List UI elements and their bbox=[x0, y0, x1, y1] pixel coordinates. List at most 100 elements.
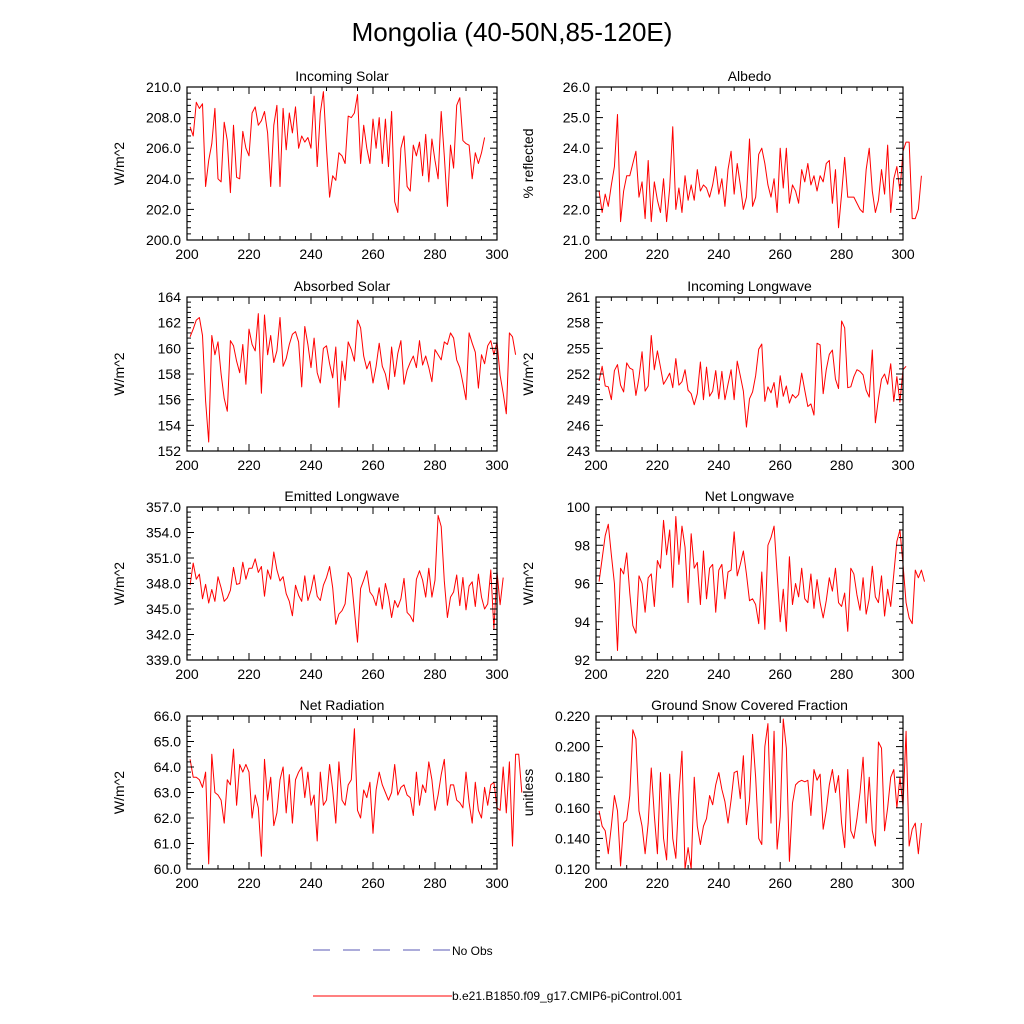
x-tick-label: 200 bbox=[584, 246, 608, 262]
y-tick-label: 152 bbox=[158, 443, 182, 459]
x-tick-label: 280 bbox=[423, 457, 447, 473]
panel-5: Emitted Longwave W/m^2 200 220 240 260 280 300 3… bbox=[111, 488, 509, 682]
y-tick-label: 0.160 bbox=[555, 800, 590, 816]
y-tick-label: 61.0 bbox=[154, 836, 181, 852]
series-line bbox=[598, 114, 922, 229]
y-tick-label: 23.0 bbox=[563, 171, 590, 187]
x-tick-label: 260 bbox=[361, 666, 385, 682]
panel-title: Net Radiation bbox=[300, 697, 385, 713]
y-axis-label: W/m^2 bbox=[111, 352, 127, 395]
panel-title: Absorbed Solar bbox=[294, 278, 391, 294]
panel-title: Incoming Longwave bbox=[687, 278, 812, 294]
x-tick-label: 300 bbox=[485, 666, 509, 682]
y-tick-label: 0.180 bbox=[555, 769, 590, 785]
y-tick-label: 24.0 bbox=[563, 140, 590, 156]
x-tick-label: 260 bbox=[769, 875, 793, 891]
x-tick-label: 300 bbox=[891, 246, 915, 262]
panel-4: Incoming Longwave W/m^2 200 220 240 260 280 300… bbox=[520, 278, 915, 473]
y-tick-label: 243 bbox=[567, 443, 591, 459]
y-axis-label: W/m^2 bbox=[520, 352, 536, 395]
x-tick-label: 240 bbox=[299, 875, 323, 891]
y-axis-label: unitless bbox=[520, 769, 536, 816]
y-tick-label: 246 bbox=[567, 417, 591, 433]
y-tick-label: 158 bbox=[158, 366, 182, 382]
panel-8: Ground Snow Covered Fraction unitless 200 2… bbox=[520, 697, 922, 891]
y-tick-label: 249 bbox=[567, 392, 591, 408]
series-line bbox=[189, 515, 504, 643]
x-tick-label: 260 bbox=[361, 246, 385, 262]
y-tick-label: 96 bbox=[574, 576, 590, 592]
y-tick-label: 0.220 bbox=[555, 708, 590, 724]
y-tick-label: 0.140 bbox=[555, 830, 590, 846]
x-tick-label: 200 bbox=[584, 875, 608, 891]
x-tick-label: 280 bbox=[423, 666, 447, 682]
x-tick-label: 260 bbox=[361, 457, 385, 473]
series-line bbox=[598, 516, 925, 651]
y-tick-label: 252 bbox=[567, 366, 591, 382]
panel-title: Net Longwave bbox=[705, 488, 795, 504]
panel-2: Albedo % reflected 200 220 240 260 280 300 21.0 2… bbox=[520, 68, 922, 262]
legend-model-label: b.e21.B1850.f09_g17.CMIP6-piControl.001 bbox=[452, 989, 682, 1003]
y-tick-label: 62.0 bbox=[154, 810, 181, 826]
x-tick-label: 200 bbox=[175, 666, 199, 682]
plot-frame bbox=[186, 86, 498, 241]
x-tick-label: 280 bbox=[423, 246, 447, 262]
x-tick-label: 300 bbox=[891, 875, 915, 891]
plot-frame bbox=[595, 86, 904, 241]
x-tick-label: 300 bbox=[485, 457, 509, 473]
series-line bbox=[189, 728, 523, 865]
series-line bbox=[598, 718, 922, 870]
x-tick-label: 220 bbox=[237, 666, 261, 682]
y-tick-label: 160 bbox=[158, 340, 182, 356]
x-tick-label: 220 bbox=[237, 457, 261, 473]
figure-title: Mongolia (40-50N,85-120E) bbox=[352, 17, 673, 47]
x-tick-label: 240 bbox=[707, 457, 731, 473]
panel-title: Incoming Solar bbox=[295, 68, 389, 84]
y-tick-label: 357.0 bbox=[146, 499, 181, 515]
x-tick-label: 220 bbox=[646, 246, 670, 262]
series-line bbox=[189, 313, 517, 443]
y-tick-label: 348.0 bbox=[146, 576, 181, 592]
y-tick-label: 0.200 bbox=[555, 739, 590, 755]
legend-obs-label: No Obs bbox=[452, 944, 493, 958]
x-tick-label: 280 bbox=[423, 875, 447, 891]
y-tick-label: 258 bbox=[567, 315, 591, 331]
y-axis-label: W/m^2 bbox=[520, 562, 536, 605]
x-tick-label: 240 bbox=[299, 246, 323, 262]
x-tick-label: 280 bbox=[830, 246, 854, 262]
y-tick-label: 339.0 bbox=[146, 652, 181, 668]
y-axis-label: W/m^2 bbox=[111, 142, 127, 185]
y-tick-label: 345.0 bbox=[146, 601, 181, 617]
y-tick-label: 354.0 bbox=[146, 525, 181, 541]
x-tick-label: 260 bbox=[769, 666, 793, 682]
panel-6: Net Longwave W/m^2 200 220 240 260 280 300 92 94 9… bbox=[520, 488, 925, 682]
x-tick-label: 300 bbox=[891, 457, 915, 473]
y-tick-label: 202.0 bbox=[146, 201, 181, 217]
y-tick-label: 206.0 bbox=[146, 140, 181, 156]
y-tick-label: 261 bbox=[567, 289, 591, 305]
y-tick-label: 60.0 bbox=[154, 861, 181, 877]
y-axis-label: W/m^2 bbox=[111, 771, 127, 814]
x-tick-label: 220 bbox=[237, 246, 261, 262]
panel-1: Incoming Solar W/m^2 200 220 240 260 280 300 200… bbox=[111, 68, 509, 262]
y-axis-label: W/m^2 bbox=[111, 562, 127, 605]
x-tick-label: 300 bbox=[485, 246, 509, 262]
y-tick-label: 98 bbox=[574, 537, 590, 553]
x-tick-label: 280 bbox=[830, 666, 854, 682]
y-tick-label: 21.0 bbox=[563, 232, 590, 248]
panel-title: Ground Snow Covered Fraction bbox=[651, 697, 848, 713]
panel-title: Albedo bbox=[728, 68, 772, 84]
y-tick-label: 162 bbox=[158, 315, 182, 331]
x-tick-label: 280 bbox=[830, 457, 854, 473]
x-tick-label: 200 bbox=[584, 457, 608, 473]
plot-frame bbox=[186, 296, 498, 452]
y-tick-label: 255 bbox=[567, 340, 591, 356]
plot-frame bbox=[186, 715, 498, 870]
y-tick-label: 22.0 bbox=[563, 201, 590, 217]
y-tick-label: 65.0 bbox=[154, 734, 181, 750]
legend: No Obs b.e21.B1850.f09_g17.CMIP6-piContr… bbox=[313, 944, 682, 1003]
y-tick-label: 164 bbox=[158, 289, 182, 305]
y-tick-label: 351.0 bbox=[146, 550, 181, 566]
panel-title: Emitted Longwave bbox=[284, 488, 399, 504]
